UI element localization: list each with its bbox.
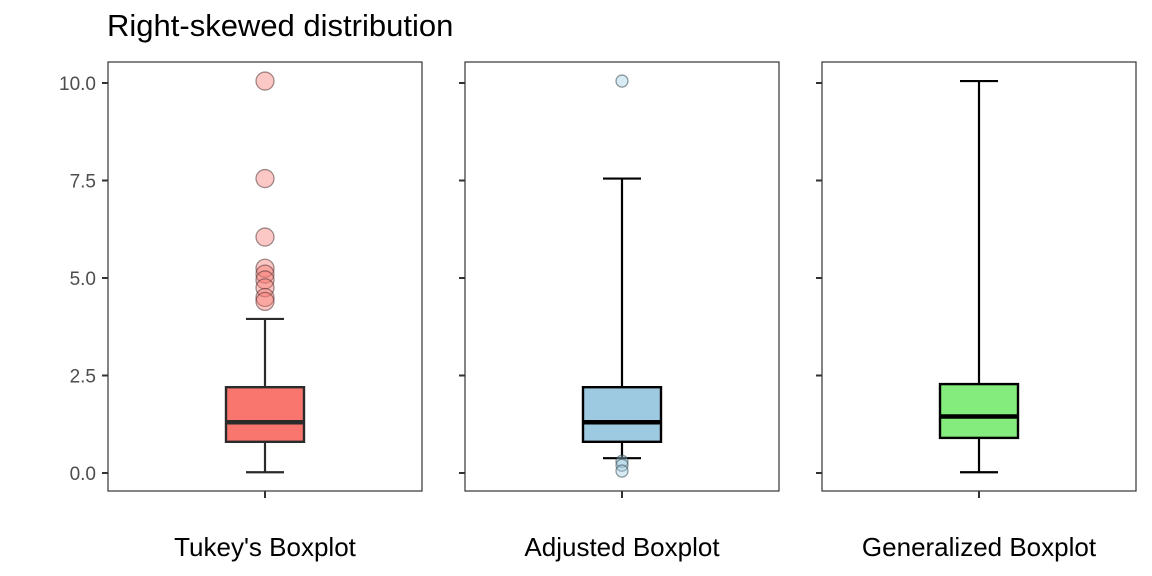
iqr-box (938, 382, 1020, 440)
y-tick-label: 7.5 (70, 172, 96, 193)
x-axis-label: Generalized Boxplot (862, 532, 1097, 562)
outlier-point (255, 264, 275, 284)
iqr-box (581, 386, 663, 444)
x-axis-label: Tukey's Boxplot (174, 532, 357, 562)
outlier-point (615, 74, 629, 88)
x-axis-label: Adjusted Boxplot (524, 532, 720, 562)
y-tick-label: 10.0 (59, 74, 96, 95)
outlier-point (255, 227, 275, 247)
panel-3: Generalized Boxplot (816, 61, 1137, 562)
outlier-point (615, 454, 629, 468)
outlier-point (255, 278, 275, 298)
y-tick-label: 5.0 (70, 269, 96, 290)
panel-1: 0.0 2.5 5.0 7.5 10.0 Tukey's Boxplot (59, 61, 423, 562)
chart-title: Right-skewed distribution (107, 8, 454, 43)
y-tick-label: 2.5 (70, 367, 96, 388)
outlier-point (255, 291, 275, 312)
panel-2: Adjusted Boxplot (459, 61, 780, 562)
outlier-point (615, 464, 629, 478)
outlier-point (255, 168, 275, 189)
outlier-point (255, 71, 275, 91)
y-tick-label: 0.0 (70, 464, 96, 485)
iqr-box (224, 386, 306, 444)
